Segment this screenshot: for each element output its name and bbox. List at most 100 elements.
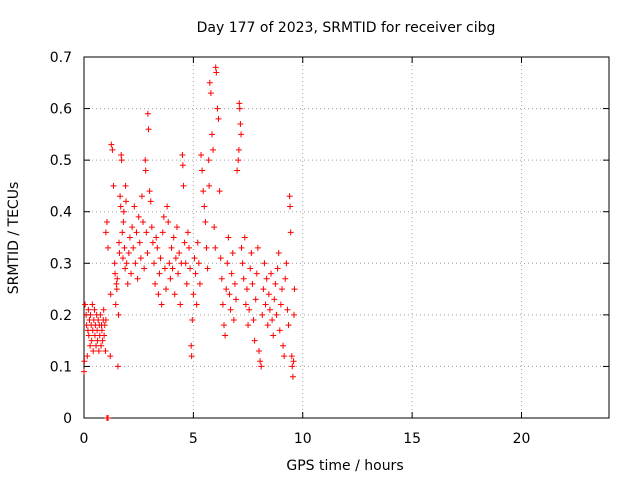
data-point (133, 229, 140, 236)
y-tick-label: 0.6 (50, 102, 72, 118)
data-point (186, 244, 192, 251)
data-point (122, 265, 129, 272)
data-point (153, 234, 160, 241)
data-point (272, 280, 279, 287)
data-point (236, 100, 243, 107)
y-tick-label: 0.5 (50, 153, 72, 169)
data-point (135, 213, 142, 220)
data-point (231, 280, 238, 287)
axis-layer: 0 5 10 15 20 0 0.1 0.2 0.3 0.4 0.5 0.6 0.7 (50, 50, 609, 447)
data-point (221, 322, 227, 329)
data-point (265, 291, 272, 298)
data-point (156, 270, 163, 277)
data-point (235, 146, 242, 153)
data-point (182, 260, 189, 267)
data-point (115, 311, 122, 318)
data-point (126, 234, 133, 241)
data-point (250, 317, 257, 324)
data-point (257, 358, 264, 365)
data-point (289, 373, 296, 380)
x-tick-label: 5 (189, 431, 198, 447)
data-point (187, 265, 194, 272)
data-point (112, 301, 119, 308)
data-point (214, 105, 221, 112)
data-point (180, 182, 187, 189)
data-point (248, 249, 255, 256)
data-point (235, 157, 242, 164)
data-point (283, 260, 290, 267)
data-point (229, 249, 236, 256)
data-point (228, 270, 235, 277)
data-point (105, 244, 112, 251)
data-point (118, 157, 125, 164)
data-point (146, 188, 153, 195)
data-point (287, 203, 294, 210)
data-point (286, 193, 293, 200)
data-point (144, 110, 151, 117)
data-point (158, 301, 165, 308)
data-point (239, 260, 246, 267)
data-point (116, 239, 122, 246)
data-point (256, 347, 262, 354)
data-point (190, 291, 197, 298)
data-point (233, 296, 240, 303)
data-point (123, 260, 130, 267)
data-point (101, 332, 108, 339)
data-point (200, 188, 207, 195)
data-point (238, 131, 245, 138)
data-point (87, 342, 94, 349)
data-point (195, 260, 202, 267)
data-point (268, 270, 275, 277)
data-point (199, 167, 206, 174)
plot-frame (83, 56, 610, 419)
data-point (95, 317, 102, 324)
data-point (247, 265, 254, 272)
data-point (274, 265, 281, 272)
data-point (198, 151, 205, 158)
data-point (245, 322, 252, 329)
data-point (101, 322, 108, 329)
data-point (98, 327, 105, 334)
data-point (100, 306, 107, 313)
x-axis-label: GPS time / hours (286, 458, 403, 474)
data-point (252, 296, 259, 303)
data-point (85, 332, 92, 339)
data-point (120, 219, 127, 226)
data-point (155, 291, 162, 298)
data-point (246, 306, 253, 313)
data-point (277, 301, 284, 308)
data-point (102, 347, 109, 354)
data-point (89, 301, 96, 308)
data-point (111, 260, 118, 267)
data-point (249, 280, 256, 287)
data-point (132, 260, 139, 267)
data-point (82, 301, 89, 308)
data-point (242, 301, 249, 308)
data-point (175, 270, 182, 277)
data-point (237, 121, 244, 128)
data-point (105, 415, 112, 421)
data-point (275, 249, 282, 256)
data-point (284, 306, 291, 313)
data-point (169, 265, 176, 272)
data-point (136, 239, 143, 246)
data-point (206, 79, 213, 86)
data-point (213, 69, 220, 76)
data-point (193, 301, 200, 308)
data-point (264, 322, 271, 329)
data-point (192, 270, 199, 277)
data-point (120, 208, 127, 215)
data-point (184, 229, 191, 236)
data-point (121, 244, 128, 251)
data-point (240, 275, 247, 282)
data-point (81, 368, 87, 375)
data-point (113, 280, 120, 287)
data-point (260, 286, 267, 293)
data-point (109, 146, 116, 153)
data-point (189, 317, 196, 324)
data-point (84, 353, 91, 360)
y-tick-label: 0.2 (50, 308, 72, 324)
data-point (281, 353, 288, 360)
data-point (119, 255, 126, 262)
data-point (204, 265, 211, 272)
